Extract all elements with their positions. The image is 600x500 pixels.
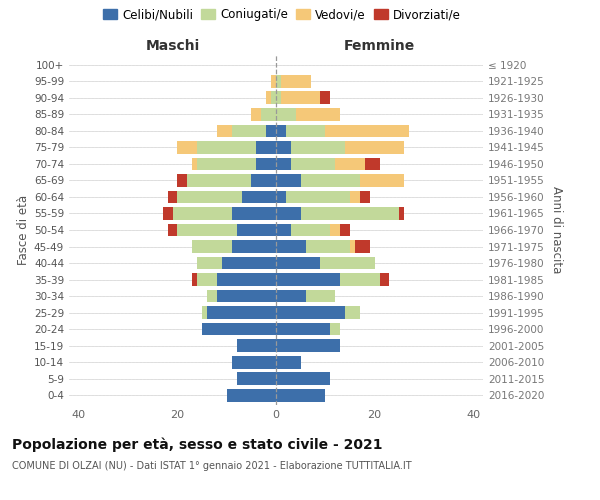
Bar [232, 124, 266, 138]
Bar [197, 273, 217, 286]
Bar [178, 174, 187, 187]
Bar [305, 290, 335, 302]
Bar [301, 174, 360, 187]
Bar [276, 124, 286, 138]
Legend: Celibi/Nubili, Coniugati/e, Vedovi/e, Divorziati/e: Celibi/Nubili, Coniugati/e, Vedovi/e, Di… [101, 6, 463, 24]
Bar [350, 190, 360, 203]
Bar [320, 256, 374, 270]
Bar [340, 224, 350, 236]
Bar [276, 240, 305, 253]
Bar [236, 224, 276, 236]
Bar [197, 141, 256, 154]
Bar [202, 322, 276, 336]
Bar [207, 290, 217, 302]
Bar [266, 92, 271, 104]
Bar [276, 108, 296, 121]
Y-axis label: Anni di nascita: Anni di nascita [550, 186, 563, 274]
Bar [256, 141, 276, 154]
Bar [276, 322, 330, 336]
Bar [256, 158, 276, 170]
Bar [350, 240, 355, 253]
Bar [173, 207, 232, 220]
Bar [281, 75, 311, 88]
Bar [330, 322, 340, 336]
Bar [236, 372, 276, 385]
Bar [271, 92, 276, 104]
Bar [296, 108, 340, 121]
Bar [276, 356, 301, 368]
Bar [276, 158, 291, 170]
Bar [232, 240, 276, 253]
Bar [281, 92, 320, 104]
Bar [276, 207, 301, 220]
Bar [276, 388, 325, 402]
Bar [365, 158, 380, 170]
Text: Popolazione per età, sesso e stato civile - 2021: Popolazione per età, sesso e stato civil… [12, 438, 383, 452]
Bar [276, 174, 301, 187]
Y-axis label: Fasce di età: Fasce di età [17, 195, 30, 265]
Bar [192, 273, 197, 286]
Bar [236, 339, 276, 352]
Bar [291, 158, 335, 170]
Bar [217, 273, 276, 286]
Bar [360, 174, 404, 187]
Bar [178, 224, 236, 236]
Bar [360, 190, 370, 203]
Bar [178, 190, 241, 203]
Bar [222, 256, 276, 270]
Text: Maschi: Maschi [145, 38, 200, 52]
Bar [192, 158, 197, 170]
Bar [345, 306, 360, 319]
Bar [276, 224, 291, 236]
Bar [276, 372, 330, 385]
Bar [241, 190, 276, 203]
Bar [261, 108, 276, 121]
Text: Femmine: Femmine [344, 38, 415, 52]
Bar [320, 92, 330, 104]
Bar [167, 224, 178, 236]
Bar [345, 141, 404, 154]
Bar [276, 306, 345, 319]
Bar [251, 174, 276, 187]
Bar [291, 224, 330, 236]
Bar [291, 141, 345, 154]
Bar [202, 306, 207, 319]
Bar [276, 339, 340, 352]
Bar [217, 124, 232, 138]
Bar [340, 273, 380, 286]
Bar [167, 190, 178, 203]
Bar [301, 207, 399, 220]
Bar [355, 240, 370, 253]
Bar [305, 240, 350, 253]
Bar [187, 174, 251, 187]
Bar [335, 158, 365, 170]
Bar [286, 124, 325, 138]
Bar [192, 240, 232, 253]
Bar [380, 273, 389, 286]
Bar [276, 190, 286, 203]
Bar [207, 306, 276, 319]
Bar [330, 224, 340, 236]
Bar [276, 92, 281, 104]
Bar [232, 207, 276, 220]
Bar [178, 141, 197, 154]
Bar [286, 190, 350, 203]
Bar [217, 290, 276, 302]
Bar [271, 75, 276, 88]
Bar [227, 388, 276, 402]
Bar [276, 141, 291, 154]
Bar [163, 207, 173, 220]
Bar [276, 256, 320, 270]
Text: COMUNE DI OLZAI (NU) - Dati ISTAT 1° gennaio 2021 - Elaborazione TUTTITALIA.IT: COMUNE DI OLZAI (NU) - Dati ISTAT 1° gen… [12, 461, 412, 471]
Bar [266, 124, 276, 138]
Bar [325, 124, 409, 138]
Bar [197, 158, 256, 170]
Bar [232, 356, 276, 368]
Bar [399, 207, 404, 220]
Bar [276, 273, 340, 286]
Bar [276, 290, 305, 302]
Bar [276, 75, 281, 88]
Bar [251, 108, 261, 121]
Bar [197, 256, 222, 270]
